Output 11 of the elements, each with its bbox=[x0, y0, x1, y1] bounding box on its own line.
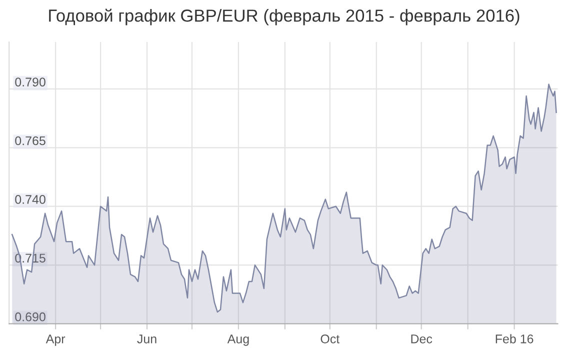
y-tick-label: 0.765 bbox=[15, 136, 46, 146]
x-tick-label: Dec bbox=[411, 334, 432, 344]
y-tick-label: 0.790 bbox=[15, 78, 46, 86]
x-tick-label: Feb 16 bbox=[496, 334, 534, 344]
y-tick-label: 0.690 bbox=[15, 312, 46, 322]
y-tick-label: 0.740 bbox=[15, 195, 46, 204]
x-tick-label: Aug bbox=[227, 334, 249, 346]
x-tick-label: Oct bbox=[320, 334, 340, 344]
x-tick-label: Apr bbox=[46, 334, 66, 346]
x-tick-label: Jun bbox=[137, 334, 156, 344]
chart-title: Годовой график GBP/EUR (февраль 2015 - февраль 2016) bbox=[49, 8, 520, 26]
